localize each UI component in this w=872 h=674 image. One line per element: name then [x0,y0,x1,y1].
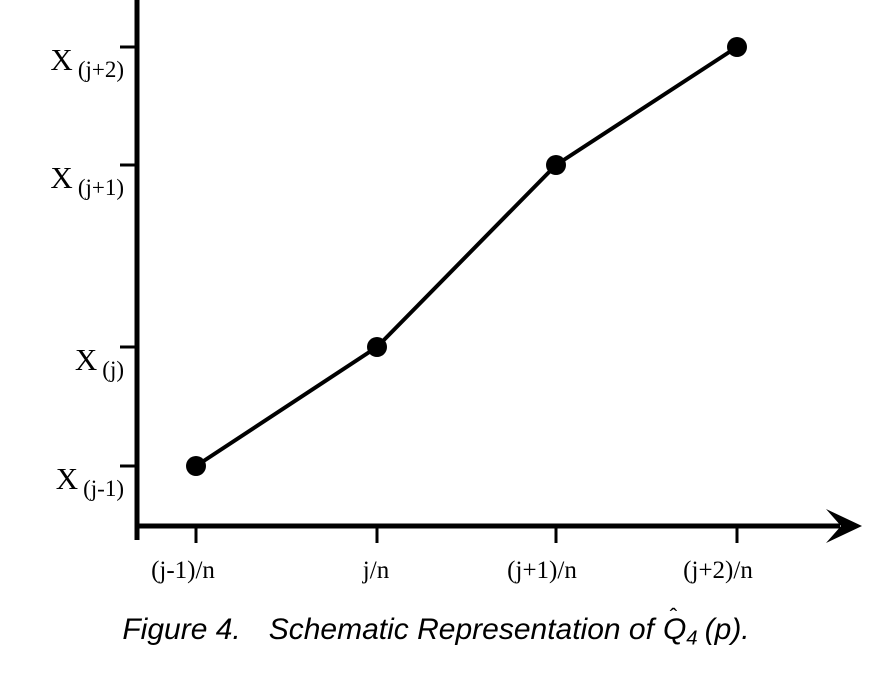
figure-caption: Figure 4. Schematic Representation of Q ˆ 4(… [0,604,872,651]
math-q-symbol: Q [662,613,687,646]
y-axis-label: X (j+2) [50,42,124,81]
x-axis-label: (j-1)/n [151,557,215,584]
x-axis-label: (j+1)/n [507,557,577,584]
figure-caption-tail: (p). [704,613,750,646]
y-axis-label-subscript: (j+2) [77,57,124,82]
y-axis-label-main: X [74,342,98,377]
y-axis-label-main: X [50,42,73,77]
math-hat-accent: ˆ [669,603,678,629]
figure-caption-body: Schematic Representation of [268,613,654,646]
y-axis-label: X (j-1) [55,461,124,500]
math-subscript: 4 [686,627,698,650]
data-point [186,456,206,476]
data-point [367,337,387,357]
y-axis-label-subscript: (j) [102,357,124,382]
x-axis-arrowhead [826,509,862,543]
figure-caption-label: Figure 4. [122,613,241,646]
y-axis-label-main: X [50,160,73,195]
data-point [727,37,747,57]
data-line [194,45,739,468]
y-axis-label-main: X [55,461,79,496]
data-point [546,155,566,175]
y-axis-label: X (j+1) [50,160,124,199]
x-axis-label: (j+2)/n [683,557,753,584]
y-axis-label-subscript: (j+1) [77,175,124,200]
x-axis-label: j/n [362,557,390,584]
y-axis-label: X (j) [74,342,124,381]
y-axis-label-subscript: (j-1) [83,476,124,501]
